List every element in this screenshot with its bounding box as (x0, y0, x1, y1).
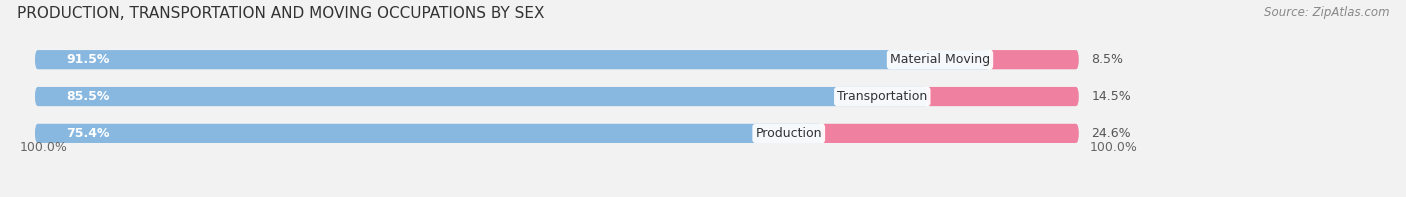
Text: Transportation: Transportation (837, 90, 928, 103)
Text: 8.5%: 8.5% (1091, 53, 1123, 66)
FancyBboxPatch shape (823, 124, 1078, 143)
FancyBboxPatch shape (35, 50, 1078, 69)
Text: 91.5%: 91.5% (66, 53, 110, 66)
FancyBboxPatch shape (35, 87, 928, 106)
Text: 100.0%: 100.0% (20, 141, 67, 154)
Text: 75.4%: 75.4% (66, 127, 110, 140)
FancyBboxPatch shape (35, 50, 990, 69)
FancyBboxPatch shape (990, 50, 1078, 69)
FancyBboxPatch shape (35, 124, 823, 143)
Text: 85.5%: 85.5% (66, 90, 110, 103)
Text: PRODUCTION, TRANSPORTATION AND MOVING OCCUPATIONS BY SEX: PRODUCTION, TRANSPORTATION AND MOVING OC… (17, 6, 544, 21)
FancyBboxPatch shape (35, 124, 1078, 143)
Text: Material Moving: Material Moving (890, 53, 990, 66)
Text: 24.6%: 24.6% (1091, 127, 1130, 140)
Text: Production: Production (755, 127, 823, 140)
FancyBboxPatch shape (35, 87, 1078, 106)
Text: Source: ZipAtlas.com: Source: ZipAtlas.com (1264, 6, 1389, 19)
Text: 100.0%: 100.0% (1090, 141, 1137, 154)
Text: 14.5%: 14.5% (1091, 90, 1130, 103)
FancyBboxPatch shape (928, 87, 1078, 106)
